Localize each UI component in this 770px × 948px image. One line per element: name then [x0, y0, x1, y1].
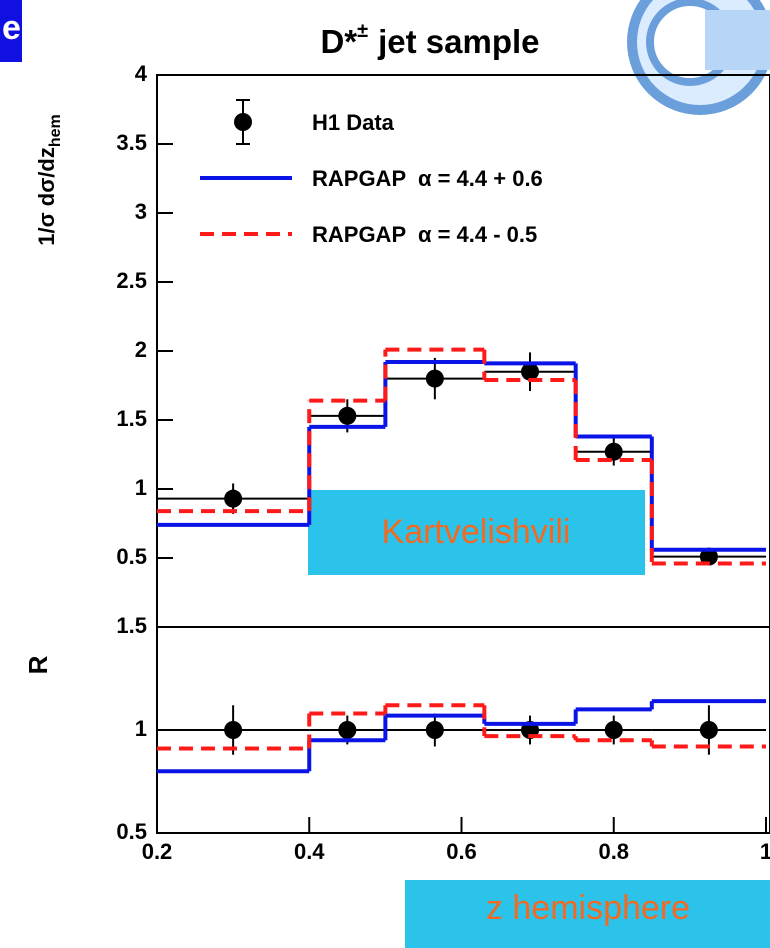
y-tick-label: 1	[135, 716, 147, 741]
legend-marker	[234, 113, 252, 131]
data-point	[604, 721, 623, 739]
y-axis-label: 1/σ dσ/dzhem	[34, 114, 64, 245]
y-label-sub: hem	[47, 114, 64, 147]
annotation-box	[405, 880, 770, 948]
data-point	[521, 362, 540, 381]
y-tick-label: 1	[135, 475, 147, 500]
x-tick-label: 0.4	[294, 839, 325, 864]
y-axis-label-ratio: R	[23, 655, 53, 674]
x-axis-label: z hemisphere	[486, 889, 690, 927]
title-sup: ±	[357, 20, 368, 42]
data-point	[338, 406, 357, 425]
corner-label: e	[2, 9, 21, 47]
y-tick-label: 2	[135, 337, 147, 362]
data-point	[338, 721, 357, 739]
logo	[627, 0, 770, 115]
legend-label: RAPGAP α = 4.4 + 0.6	[312, 166, 543, 191]
data-point	[425, 721, 444, 739]
y-tick-label: 3	[135, 199, 147, 224]
legend-label: RAPGAP α = 4.4 - 0.5	[312, 222, 537, 247]
y-tick-label: 1.5	[116, 613, 147, 638]
x-tick-label: 0.2	[142, 839, 173, 864]
chart-title: D*± jet sample	[320, 20, 539, 59]
data-point	[699, 721, 718, 739]
x-tick-label: 0.6	[446, 839, 477, 864]
data-point	[224, 489, 243, 508]
data-point	[604, 442, 623, 461]
y-tick-label: 3.5	[116, 130, 147, 155]
corner-box	[0, 0, 22, 62]
data-point	[699, 547, 718, 566]
x-tick-label: 1	[760, 839, 770, 864]
annotation-box	[308, 490, 645, 575]
data-point	[425, 369, 444, 388]
y-tick-label: 2.5	[116, 268, 147, 293]
title-rest: jet sample	[377, 23, 539, 60]
y-tick-label: 4	[135, 61, 148, 86]
data-point	[224, 721, 243, 739]
annotation: Kartvelishvili	[382, 513, 571, 551]
y-label-main: 1/σ dσ/dz	[34, 147, 59, 246]
x-tick-label: 0.8	[598, 839, 629, 864]
title-main: D*	[320, 23, 357, 60]
y-tick-label: 1.5	[116, 406, 147, 431]
y-tick-label: 0.5	[116, 819, 147, 844]
y-tick-label: 0.5	[116, 544, 147, 569]
legend-label: H1 Data	[312, 110, 395, 135]
